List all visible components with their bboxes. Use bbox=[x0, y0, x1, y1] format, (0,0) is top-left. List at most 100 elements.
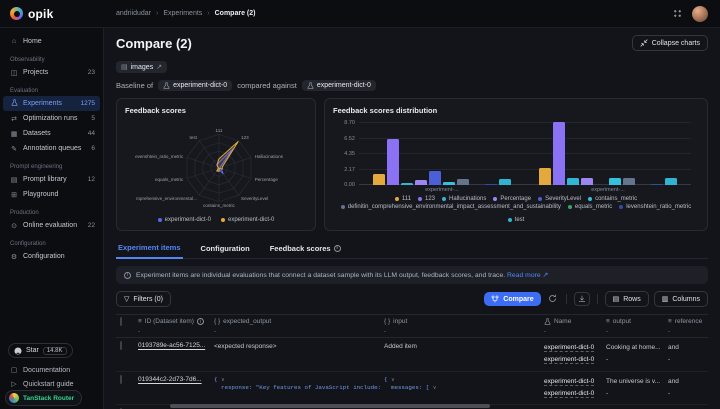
breadcrumb-item[interactable]: andriidudar bbox=[116, 10, 152, 17]
refresh-icon[interactable] bbox=[546, 292, 559, 307]
select-all-checkbox[interactable] bbox=[120, 317, 122, 326]
legend-dot-icon bbox=[442, 197, 446, 201]
annotation-icon: ✎ bbox=[11, 145, 17, 153]
breadcrumb-item[interactable]: Experiments bbox=[163, 10, 203, 17]
chevron-down-icon[interactable]: ∨ bbox=[220, 376, 225, 383]
bar-Percentage[interactable] bbox=[581, 178, 593, 185]
horizontal-scrollbar[interactable] bbox=[170, 404, 490, 408]
bar-111[interactable] bbox=[373, 174, 385, 185]
chevron-down-icon[interactable]: ∨ bbox=[390, 376, 395, 383]
experiment-name-link[interactable]: experiment-dict-0 bbox=[544, 390, 595, 398]
sidebar-item-online-evaluation[interactable]: ⊙ Online evaluation 22 bbox=[0, 218, 103, 233]
y-axis-tick: 0.00 bbox=[344, 182, 355, 188]
input-cell: Added item bbox=[380, 338, 540, 372]
sidebar-item-playground[interactable]: ⊞ Playground bbox=[0, 187, 103, 202]
projects-icon: ◫ bbox=[10, 69, 18, 77]
tab-feedback-scores[interactable]: Feedback scores i bbox=[268, 239, 343, 258]
tab-experiment-items[interactable]: Experiment items bbox=[116, 239, 183, 259]
column-header-id-dataset-item-[interactable]: ≡ ID (Dataset item) i - bbox=[134, 314, 210, 338]
dataset-icon: ▤ bbox=[121, 64, 128, 71]
experiment-name-link[interactable]: experiment-dict-0 bbox=[544, 377, 595, 385]
dataset-item-id-link[interactable]: 019344c2-2d73-7d6... bbox=[138, 375, 202, 383]
legend-dot-icon bbox=[340, 205, 345, 209]
experiment-name-link[interactable]: experiment-dict-0 bbox=[544, 344, 595, 351]
tab-configuration[interactable]: Configuration bbox=[199, 239, 252, 258]
avatar[interactable] bbox=[692, 5, 708, 22]
sidebar-item-experiments[interactable]: Experiments 1275 bbox=[3, 96, 100, 111]
bar-levenshtein_ratio_metric[interactable] bbox=[651, 184, 663, 185]
rows-button[interactable]: ▤ Rows bbox=[604, 291, 649, 307]
radar-chart: 111 123 Hallucinations Percentage SeverityLe… bbox=[135, 128, 284, 208]
column-header-name[interactable]: Name - bbox=[540, 314, 602, 338]
row-checkbox[interactable] bbox=[120, 341, 122, 350]
bar-definitin_comprehensive_environmental_impact_assessment_and_sustainability[interactable] bbox=[457, 178, 469, 185]
svg-text:equals_metric: equals_metric bbox=[155, 177, 184, 182]
bar-contains_metric[interactable] bbox=[443, 181, 455, 185]
column-aggregate: - bbox=[138, 328, 141, 335]
column-header-expected-output[interactable]: { } expected_output - bbox=[210, 314, 380, 338]
filter-icon: ▽ bbox=[124, 296, 130, 303]
sidebar-item-optimization-runs[interactable]: ⇄ Optimization runs 5 bbox=[0, 111, 103, 126]
sidebar-item-prompt-library[interactable]: ▤ Prompt library 12 bbox=[0, 172, 103, 187]
footer-link-label: Quickstart guide bbox=[23, 380, 74, 388]
bar-contains_metric[interactable] bbox=[609, 178, 621, 185]
chevron-down-icon[interactable]: ∨ bbox=[432, 385, 437, 392]
github-star-button[interactable]: Star 14.8K bbox=[8, 343, 73, 358]
rows-icon: ▤ bbox=[612, 296, 620, 303]
bar-Percentage[interactable] bbox=[415, 180, 427, 185]
compared-experiment-chip[interactable]: experiment-dict-0 bbox=[301, 80, 376, 91]
sidebar-footer-documentation[interactable]: ▢ Documentation bbox=[0, 363, 103, 377]
bar-levenshtein_ratio_metric[interactable] bbox=[485, 184, 497, 185]
legend-item: 123 bbox=[417, 196, 435, 202]
baseline-experiment-chip[interactable]: experiment-dict-0 bbox=[158, 80, 233, 91]
sidebar-item-count: 23 bbox=[87, 69, 95, 76]
bar-chart-title: Feedback scores distribution bbox=[333, 106, 438, 115]
column-header-reference[interactable]: ≡ reference - bbox=[664, 314, 708, 338]
cell-content-line: Added item bbox=[384, 343, 417, 350]
x-axis-label: experiment-... bbox=[591, 187, 625, 193]
flask-icon bbox=[544, 318, 551, 325]
bar-111[interactable] bbox=[539, 167, 551, 185]
name-cell: experiment-dict-0 bbox=[540, 405, 602, 409]
reference-value: - bbox=[668, 390, 671, 398]
row-checkbox[interactable] bbox=[120, 374, 122, 384]
legend-item: experiment-dict-0 bbox=[157, 217, 211, 223]
bar-123[interactable] bbox=[553, 121, 565, 185]
sidebar-item-home[interactable]: ⌂ Home bbox=[0, 34, 103, 49]
bar-SeverityLevel[interactable] bbox=[429, 171, 441, 185]
sidebar-item-datasets[interactable]: ▦ Datasets 44 bbox=[0, 126, 103, 141]
apps-grid-icon[interactable] bbox=[673, 9, 682, 18]
home-icon: ⌂ bbox=[11, 38, 17, 45]
download-icon[interactable] bbox=[573, 292, 590, 306]
column-aggregate: - bbox=[606, 328, 609, 335]
collapse-charts-button[interactable]: Collapse charts bbox=[631, 35, 708, 51]
tanstack-router-badge[interactable]: TanStack Router bbox=[5, 390, 83, 406]
read-more-link[interactable]: Read more ↗ bbox=[507, 272, 549, 279]
breadcrumb-item[interactable]: Compare (2) bbox=[214, 10, 256, 17]
sidebar-item-configuration[interactable]: ⚙ Configuration bbox=[0, 249, 103, 264]
opik-logo[interactable]: opik bbox=[0, 7, 104, 21]
braces-icon: { } bbox=[214, 318, 221, 325]
column-label: reference bbox=[674, 318, 703, 325]
sidebar-item-projects[interactable]: ◫ Projects 23 bbox=[0, 65, 103, 80]
bar-definitin_comprehensive_environmental_impact_assessment_and_sustainability[interactable] bbox=[623, 178, 635, 185]
columns-button[interactable]: ▥ Columns bbox=[653, 291, 708, 307]
dataset-chip[interactable]: ▤ images ↗ bbox=[116, 61, 168, 73]
bar-Hallucinations[interactable] bbox=[567, 178, 579, 185]
filters-button[interactable]: ▽ Filters (0) bbox=[116, 291, 171, 307]
bar-Hallucinations[interactable] bbox=[401, 182, 413, 185]
flask-icon bbox=[10, 99, 18, 108]
sidebar-item-count: 12 bbox=[87, 176, 95, 183]
bar-test[interactable] bbox=[499, 178, 511, 185]
column-header-input[interactable]: { } input - bbox=[380, 314, 540, 338]
bar-123[interactable] bbox=[387, 138, 399, 185]
dataset-item-id-link[interactable]: 0193789e-ac56-7125... bbox=[138, 342, 206, 349]
sidebar-item-annotation-queues[interactable]: ✎ Annotation queues 6 bbox=[0, 141, 103, 156]
experiment-name-link[interactable]: experiment-dict-0 bbox=[544, 356, 595, 364]
column-header-output[interactable]: ≡ output - bbox=[602, 314, 664, 338]
compare-button[interactable]: Compare bbox=[484, 292, 541, 306]
input-cell: { ∨ messages: [ ∨ bbox=[380, 372, 540, 406]
sidebar-footer-quickstart-guide[interactable]: ▷ Quickstart guide bbox=[0, 377, 103, 391]
name-cell: experiment-dict-0 experiment-dict-0 bbox=[540, 372, 602, 406]
bar-test[interactable] bbox=[665, 178, 677, 185]
